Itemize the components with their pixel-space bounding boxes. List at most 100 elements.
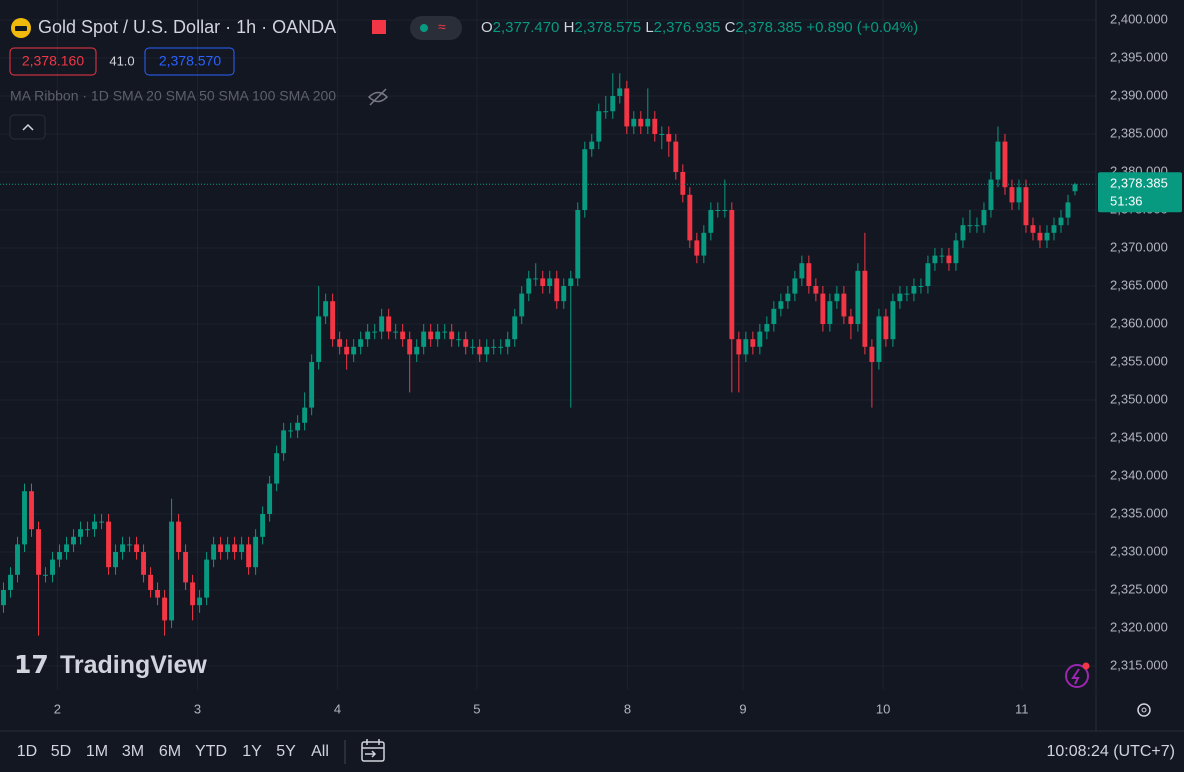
range-button[interactable]: 3M <box>122 743 144 760</box>
candle-body <box>778 301 784 309</box>
candle-body <box>323 301 329 317</box>
candle-body <box>1065 202 1071 218</box>
candle-body <box>134 544 140 552</box>
range-button[interactable]: 1M <box>86 743 108 760</box>
watermark-text: TradingView <box>60 651 207 679</box>
axes-layer: 2,315.000 2,320.000 2,325.000 2,330.000 2,33… <box>53 0 1182 731</box>
y-tick-label: 2,355.000 <box>1110 353 1168 368</box>
y-tick-label: 2,335.000 <box>1110 505 1168 520</box>
candles-layer <box>0 73 1096 636</box>
y-tick-label: 2,330.000 <box>1110 543 1168 558</box>
candle-body <box>715 210 721 211</box>
candle-body <box>365 331 371 340</box>
candle-body <box>631 118 637 127</box>
candle-body <box>533 278 539 280</box>
candle-body <box>148 574 154 590</box>
candle-body <box>36 529 41 575</box>
candle-body <box>813 286 819 294</box>
settings-icon[interactable] <box>1137 703 1151 717</box>
candle-body <box>1023 187 1029 226</box>
l-label: L <box>645 19 653 36</box>
bid-box[interactable] <box>9 47 97 76</box>
candle-body <box>855 270 861 324</box>
candle-body <box>519 293 525 317</box>
x-tick-label: 10 <box>876 701 890 716</box>
candle-body <box>610 96 616 112</box>
candle-body <box>561 286 567 302</box>
candle-body <box>673 141 679 172</box>
symbol-icon-bar <box>15 26 27 31</box>
candle-body <box>435 331 441 340</box>
clock[interactable]: 10:08:24 (UTC+7) <box>1046 743 1175 760</box>
candle-body <box>498 346 504 348</box>
y-tick-label: 2,370.000 <box>1110 239 1168 254</box>
candle-body <box>253 536 259 568</box>
candle-body <box>575 210 581 279</box>
candle-body <box>596 111 602 142</box>
alert-icon[interactable] <box>1065 664 1089 688</box>
symbol-title[interactable]: Gold Spot / U.S. Dollar · 1h · OANDA <box>38 17 336 37</box>
range-button[interactable]: YTD <box>195 743 227 760</box>
candle-body <box>351 346 357 355</box>
candle-body <box>484 346 490 355</box>
range-button[interactable]: 1D <box>17 743 37 760</box>
h-label: H <box>564 19 575 36</box>
collapse-button[interactable] <box>9 114 46 140</box>
candle-body <box>211 544 217 560</box>
x-tick-label: 5 <box>473 701 480 716</box>
candle-body <box>414 346 420 355</box>
x-tick-label: 8 <box>624 701 631 716</box>
candle-body <box>547 278 553 286</box>
candle-body <box>197 597 203 606</box>
candle-body <box>988 179 994 210</box>
candle-body <box>617 88 623 96</box>
candle-body <box>974 225 980 227</box>
range-button[interactable]: 1Y <box>242 743 262 760</box>
y-tick-label: 2,385.000 <box>1110 125 1168 140</box>
range-button[interactable]: All <box>311 743 329 760</box>
candle-body <box>386 316 392 332</box>
range-buttons: 1D 5D 1M 3M 6M YTD 1Y 5Y All <box>17 743 329 760</box>
range-button[interactable]: 5D <box>51 743 71 760</box>
candle-body <box>1009 187 1015 203</box>
range-button[interactable]: 5Y <box>276 743 296 760</box>
candle-body <box>92 521 97 530</box>
candle-body <box>526 278 532 294</box>
candle-body <box>925 263 931 286</box>
candle-body <box>834 293 840 302</box>
candle-body <box>722 210 728 211</box>
candle-body <box>281 430 287 454</box>
ask-box[interactable] <box>144 47 235 76</box>
candle-body <box>771 308 777 324</box>
candle-body <box>729 210 735 340</box>
alert-dot <box>1082 662 1090 670</box>
y-tick-label: 2,340.000 <box>1110 467 1168 482</box>
candle-body <box>1037 232 1043 241</box>
indicator-label[interactable]: MA Ribbon · 1D SMA 20 SMA 50 SMA 100 SMA… <box>10 88 336 104</box>
y-tick-label: 2,320.000 <box>1110 619 1168 634</box>
candle-body <box>1051 225 1057 233</box>
x-tick-label: 3 <box>194 701 201 716</box>
candle-body <box>1016 187 1022 203</box>
candle-body <box>295 422 301 431</box>
status-pill[interactable] <box>410 16 462 40</box>
flag-icon[interactable] <box>372 20 386 34</box>
candle-body <box>456 339 462 341</box>
candle-body <box>470 346 476 348</box>
candle-body <box>820 293 826 324</box>
candle-body <box>995 141 1001 180</box>
candle-body <box>869 346 875 362</box>
candle-body <box>694 240 700 256</box>
goto-date-icon[interactable] <box>361 741 385 762</box>
range-button[interactable]: 6M <box>159 743 181 760</box>
candle-body <box>806 263 812 286</box>
candle-body <box>477 346 483 355</box>
c-value: 2,378.385 <box>735 19 802 36</box>
hide-icon[interactable] <box>367 88 389 106</box>
candle-body <box>743 339 749 355</box>
candle-body <box>1058 217 1064 226</box>
candle-body <box>309 362 315 408</box>
candle-body <box>246 544 252 568</box>
candle-body <box>141 552 147 575</box>
candle-body <box>176 521 182 552</box>
